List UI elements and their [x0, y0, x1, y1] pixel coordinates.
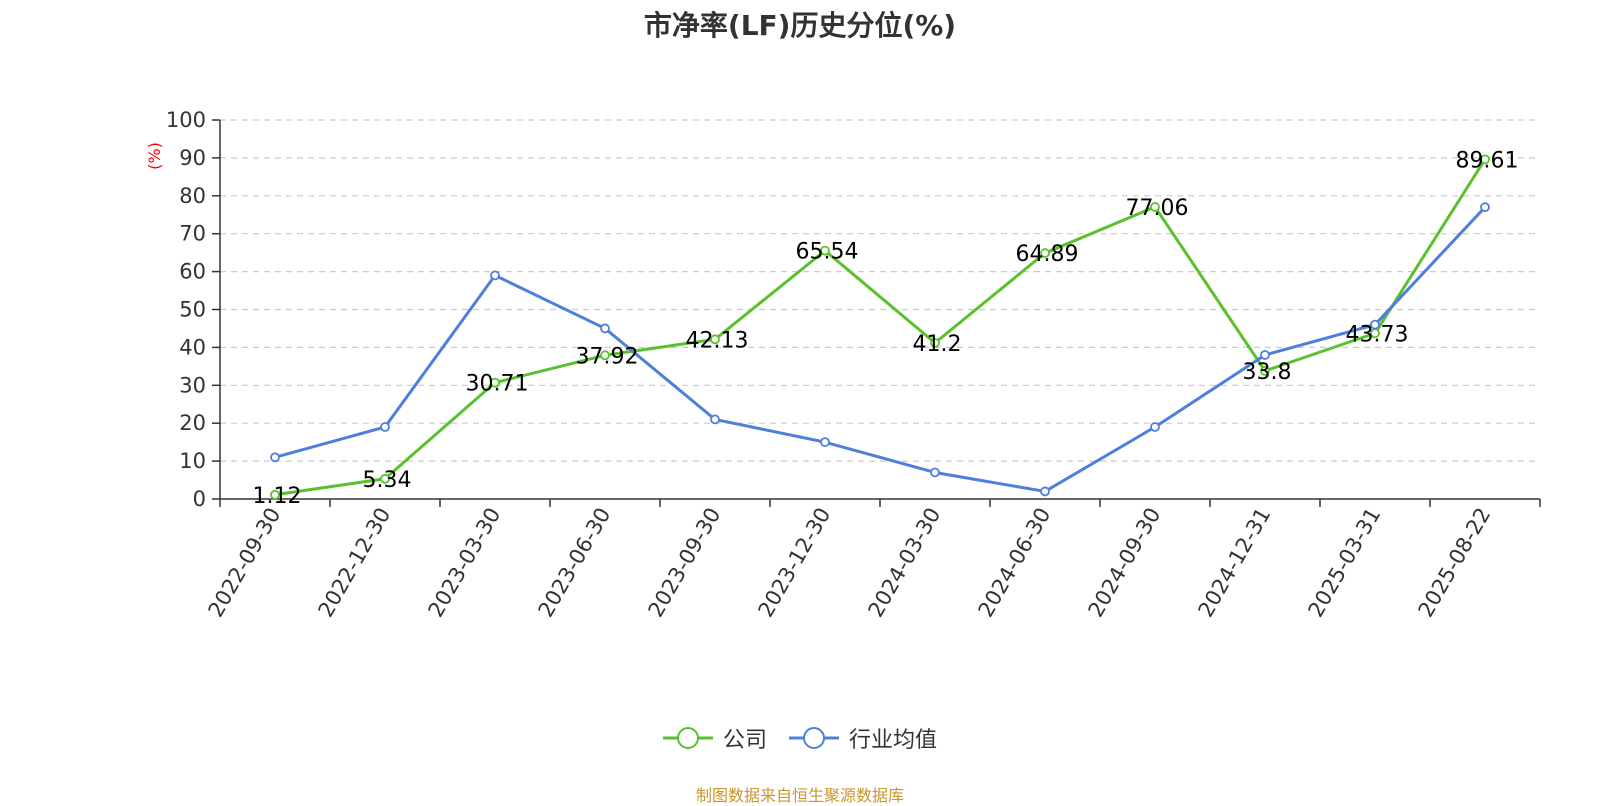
chart-title: 市净率(LF)历史分位(%)	[643, 9, 957, 42]
series-line	[274, 158, 1487, 497]
data-point	[710, 414, 720, 425]
legend-marker	[676, 727, 699, 749]
data-point	[930, 467, 940, 478]
x-tick-label: 2024-12-31	[1194, 504, 1276, 622]
data-point	[490, 270, 500, 281]
data-point	[1260, 350, 1270, 360]
data-label: 5.34	[363, 468, 412, 493]
data-point	[1040, 248, 1050, 258]
data-point	[270, 489, 280, 500]
data-label: 33.8	[1243, 360, 1292, 385]
x-tick-label: 2023-12-30	[754, 504, 836, 622]
data-point	[1370, 319, 1380, 330]
x-tick-label: 2024-06-30	[974, 504, 1056, 622]
data-label: 77.06	[1126, 196, 1189, 221]
y-tick-label: 70	[179, 222, 206, 246]
x-tick-label: 2023-03-30	[424, 504, 506, 622]
x-tick-label: 2025-08-22	[1414, 504, 1496, 622]
data-point	[820, 437, 830, 448]
source-note: 制图数据来自恒生聚源数据库	[695, 786, 904, 805]
legend-label: 公司	[722, 728, 767, 753]
data-label: 41.2	[913, 332, 962, 357]
y-tick-label: 60	[179, 260, 206, 284]
axes: 0 10 20 30 40 50 60 70 80 90 100 2022-09-30 2022-12-…	[166, 108, 1541, 622]
y-axis-label: (%)	[145, 142, 164, 170]
y-tick-label: 50	[179, 298, 206, 322]
data-point	[1150, 202, 1160, 212]
x-tick-label: 2024-09-30	[1084, 504, 1166, 622]
x-tick-label: 2023-06-30	[534, 504, 616, 622]
data-point	[1150, 422, 1160, 432]
data-label: 43.73	[1346, 322, 1409, 347]
legend-label: 行业均值	[849, 728, 938, 753]
data-labels: 1.12 5.34 30.71 37.92 42.13 65.54 41.2 64.89 77.…	[253, 148, 1519, 508]
y-tick-label: 0	[193, 487, 206, 511]
data-point	[1260, 365, 1270, 376]
data-point	[1480, 154, 1490, 165]
data-point	[600, 323, 610, 334]
data-label: 42.13	[686, 328, 749, 353]
legend-item[interactable]: 公司	[662, 722, 767, 754]
data-label: 64.89	[1016, 242, 1079, 267]
data-point	[380, 473, 390, 484]
data-label: 89.61	[1456, 148, 1519, 173]
data-point	[600, 350, 610, 361]
y-tick-label: 80	[179, 184, 206, 208]
data-label: 1.12	[253, 484, 302, 509]
y-tick-label: 100	[166, 108, 206, 132]
y-tick-label: 20	[179, 411, 206, 435]
legend-marker	[803, 727, 825, 749]
legend: 公司 行业均值	[0, 722, 1600, 754]
legend-swatch	[662, 727, 713, 749]
x-tick-label: 2023-09-30	[644, 504, 726, 622]
grid-lines	[220, 119, 1540, 462]
x-tick-label: 2022-09-30	[204, 504, 286, 622]
y-tick-label: 90	[179, 146, 206, 170]
data-point	[270, 452, 280, 463]
series-line	[274, 206, 1487, 493]
data-point	[820, 245, 830, 256]
y-tick-label: 40	[179, 335, 206, 359]
data-point	[1040, 486, 1050, 497]
data-point	[710, 334, 720, 345]
data-label: 65.54	[796, 240, 859, 265]
x-tick-label: 2022-12-30	[314, 504, 396, 622]
series	[270, 154, 1490, 500]
data-label: 37.92	[576, 344, 639, 369]
data-point	[490, 377, 500, 388]
data-label: 30.71	[466, 372, 529, 397]
data-point	[930, 337, 940, 348]
data-point	[380, 422, 390, 432]
data-point	[1480, 202, 1490, 213]
legend-swatch	[789, 727, 839, 749]
y-tick-label: 30	[179, 373, 206, 397]
y-tick-label: 10	[179, 449, 206, 473]
x-tick-label: 2024-03-30	[864, 504, 946, 622]
x-tick-label: 2025-03-31	[1304, 504, 1386, 622]
legend-item[interactable]: 行业均值	[789, 722, 937, 754]
